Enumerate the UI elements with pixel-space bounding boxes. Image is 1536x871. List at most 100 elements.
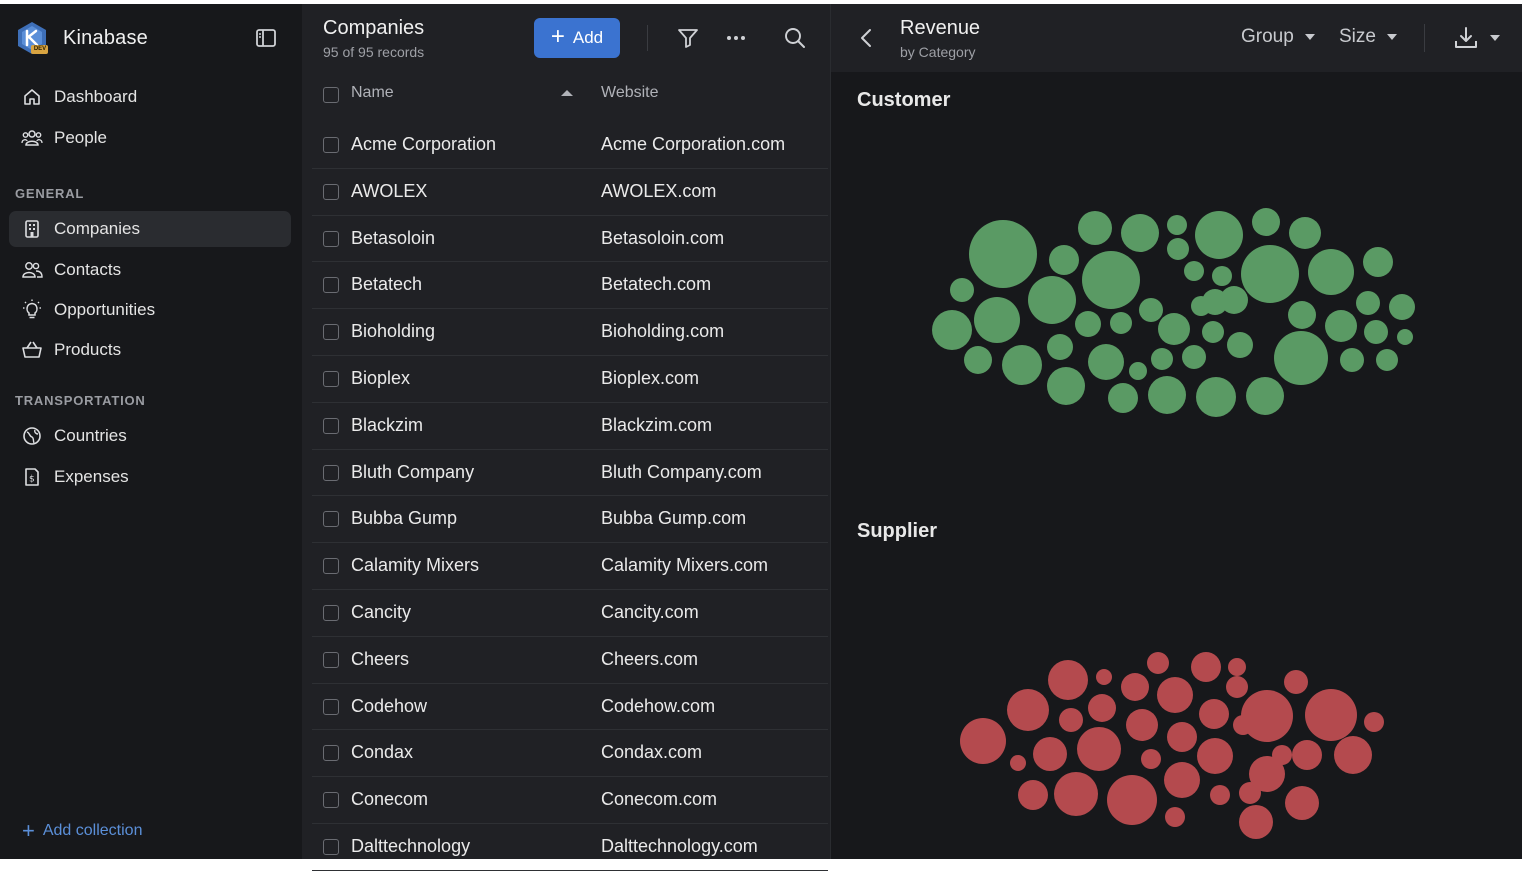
supplier-bubble[interactable]: [1239, 805, 1273, 839]
customer-bubble[interactable]: [974, 297, 1020, 343]
supplier-bubble[interactable]: [1164, 762, 1200, 798]
customer-bubble[interactable]: [1288, 301, 1316, 329]
customer-bubble[interactable]: [1364, 320, 1388, 344]
customer-bubble[interactable]: [1184, 261, 1204, 281]
supplier-bubble[interactable]: [1305, 689, 1357, 741]
customer-bubble[interactable]: [1325, 310, 1357, 342]
supplier-bubble[interactable]: [1226, 676, 1248, 698]
customer-bubble[interactable]: [1389, 294, 1415, 320]
supplier-bubble[interactable]: [1249, 756, 1285, 792]
customer-bubble[interactable]: [1121, 214, 1159, 252]
customer-bubble[interactable]: [1110, 312, 1132, 334]
supplier-bubble[interactable]: [1096, 669, 1112, 685]
supplier-bubble[interactable]: [1199, 699, 1229, 729]
row-checkbox[interactable]: [323, 464, 339, 481]
row-checkbox[interactable]: [323, 792, 339, 809]
customer-bubble[interactable]: [1167, 238, 1189, 260]
row-checkbox[interactable]: [323, 745, 339, 762]
supplier-bubble[interactable]: [1141, 749, 1161, 769]
customer-bubble[interactable]: [1308, 249, 1354, 295]
table-row[interactable]: Cancity Cancity.com: [312, 590, 828, 637]
customer-bubble[interactable]: [1075, 311, 1101, 337]
customer-bubble[interactable]: [1227, 332, 1253, 358]
supplier-bubble[interactable]: [1033, 737, 1067, 771]
table-row[interactable]: Betasoloin Betasoloin.com: [312, 216, 828, 263]
supplier-bubble[interactable]: [1007, 689, 1049, 731]
supplier-bubble[interactable]: [1272, 745, 1292, 765]
supplier-bubble[interactable]: [1292, 740, 1322, 770]
supplier-bubble[interactable]: [1197, 738, 1233, 774]
table-row[interactable]: AWOLEX AWOLEX.com: [312, 169, 828, 216]
filter-icon[interactable]: [676, 26, 700, 50]
sidebar-item-countries[interactable]: Countries: [9, 418, 291, 454]
table-row[interactable]: Cheers Cheers.com: [312, 637, 828, 684]
group-dropdown[interactable]: Group: [1241, 26, 1315, 48]
supplier-bubble[interactable]: [1191, 652, 1221, 682]
supplier-bubble[interactable]: [1088, 694, 1116, 722]
customer-bubble[interactable]: [1139, 298, 1163, 322]
customer-bubble[interactable]: [1082, 251, 1140, 309]
supplier-bubble[interactable]: [1126, 709, 1158, 741]
supplier-bubble[interactable]: [1157, 677, 1193, 713]
customer-bubble[interactable]: [1078, 211, 1112, 245]
supplier-bubble[interactable]: [1284, 670, 1308, 694]
customer-bubble[interactable]: [1252, 208, 1280, 236]
customer-bubble[interactable]: [1158, 313, 1190, 345]
customer-bubble[interactable]: [932, 310, 972, 350]
sidebar-item-products[interactable]: Products: [9, 332, 291, 368]
row-checkbox[interactable]: [323, 277, 339, 294]
customer-bubble[interactable]: [1028, 276, 1076, 324]
supplier-bubble[interactable]: [960, 718, 1006, 764]
column-header-website[interactable]: Website: [601, 84, 659, 101]
row-checkbox[interactable]: [323, 183, 339, 200]
table-row[interactable]: Calamity Mixers Calamity Mixers.com: [312, 543, 828, 590]
table-row[interactable]: Blackzim Blackzim.com: [312, 403, 828, 450]
customer-bubble[interactable]: [1088, 344, 1124, 380]
sidebar-item-contacts[interactable]: Contacts: [9, 252, 291, 288]
row-checkbox[interactable]: [323, 230, 339, 247]
row-checkbox[interactable]: [323, 838, 339, 855]
table-row[interactable]: Condax Condax.com: [312, 730, 828, 778]
supplier-bubble[interactable]: [1059, 708, 1083, 732]
customer-bubble[interactable]: [1397, 329, 1413, 345]
row-checkbox[interactable]: [323, 698, 339, 715]
supplier-bubble[interactable]: [1010, 755, 1026, 771]
supplier-bubble[interactable]: [1210, 785, 1230, 805]
supplier-bubble[interactable]: [1334, 736, 1372, 774]
customer-bubble[interactable]: [1241, 245, 1299, 303]
column-header-name[interactable]: Name: [351, 84, 394, 101]
supplier-bubble[interactable]: [1147, 652, 1169, 674]
row-checkbox[interactable]: [323, 651, 339, 668]
customer-bubble[interactable]: [1047, 367, 1085, 405]
table-row[interactable]: Dalttechnology Dalttechnology.com: [312, 824, 828, 871]
sidebar-toggle-icon[interactable]: [254, 26, 278, 50]
customer-bubble[interactable]: [1202, 321, 1224, 343]
supplier-bubble[interactable]: [1107, 775, 1157, 825]
supplier-bubble[interactable]: [1121, 673, 1149, 701]
more-options-icon[interactable]: [724, 26, 748, 50]
sort-ascending-icon[interactable]: [561, 90, 573, 96]
customer-bubble[interactable]: [1182, 345, 1206, 369]
supplier-bubble[interactable]: [1228, 658, 1246, 676]
row-checkbox[interactable]: [323, 604, 339, 621]
sidebar-item-opportunities[interactable]: Opportunities: [9, 292, 291, 328]
table-row[interactable]: Betatech Betatech.com: [312, 262, 828, 310]
brand[interactable]: DEV Kinabase: [14, 20, 148, 56]
size-dropdown[interactable]: Size: [1339, 26, 1397, 48]
customer-bubble[interactable]: [1129, 362, 1147, 380]
chevron-left-icon[interactable]: [855, 26, 879, 50]
customer-bubble[interactable]: [1363, 247, 1393, 277]
customer-bubble[interactable]: [1049, 245, 1079, 275]
add-collection-button[interactable]: + Add collection: [22, 820, 142, 842]
customer-bubble[interactable]: [1151, 348, 1173, 370]
customer-bubble[interactable]: [950, 278, 974, 302]
customer-bubble[interactable]: [1274, 331, 1328, 385]
table-row[interactable]: Bioholding Bioholding.com: [312, 309, 828, 356]
supplier-bubble[interactable]: [1167, 722, 1197, 752]
download-caret-icon[interactable]: [1490, 35, 1500, 41]
supplier-bubble[interactable]: [1077, 727, 1121, 771]
row-checkbox[interactable]: [323, 558, 339, 575]
table-row[interactable]: Acme Corporation Acme Corporation.com: [312, 122, 828, 169]
customer-bubble[interactable]: [1220, 286, 1248, 314]
select-all-checkbox[interactable]: [323, 87, 339, 103]
